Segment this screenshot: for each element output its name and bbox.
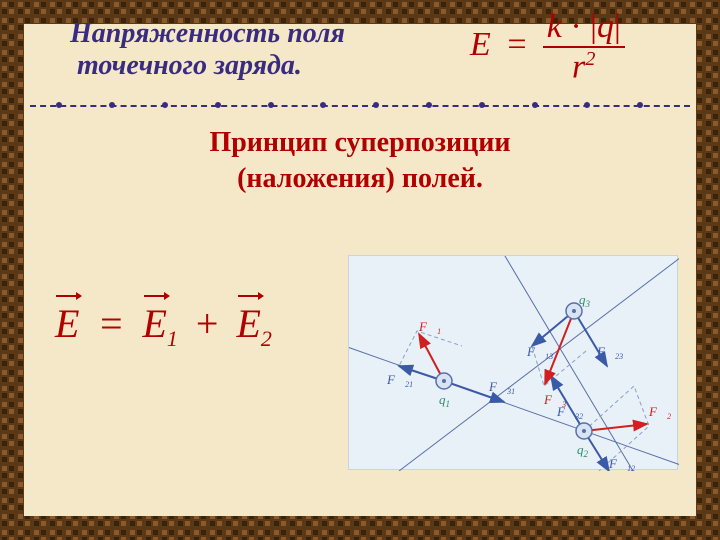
formula-superposition: E = E 1 + E 2 [55, 300, 272, 352]
slide: Напряженность поля точечного заряда. E =… [0, 0, 720, 540]
title1-line2: точечного заряда. [77, 50, 302, 81]
formula-point-charge: E = k · |q| r2 [470, 8, 625, 86]
svg-text:F⃗13: F⃗13 [526, 344, 553, 361]
formula2-sub1: 1 [167, 326, 178, 351]
formula2-E2: E [236, 300, 260, 347]
formula1-lhs: E [470, 26, 491, 63]
title2-line1: Принцип суперпозиции [209, 127, 510, 158]
title-point-charge: Напряженность поля точечного заряда. [70, 18, 345, 82]
svg-text:F⃗12: F⃗12 [608, 456, 635, 471]
svg-text:F⃗31: F⃗31 [488, 379, 515, 396]
svg-text:F⃗23: F⃗23 [596, 344, 623, 361]
formula1-r: r [572, 48, 585, 85]
svg-text:q2: q2 [577, 442, 589, 459]
title1-line1: Напряженность поля [70, 18, 345, 49]
svg-text:F⃗21: F⃗21 [386, 372, 413, 389]
svg-text:q3: q3 [579, 292, 591, 309]
formula1-exp: 2 [585, 48, 595, 70]
superposition-diagram: q1 q2 q3 F⃗21 F⃗31 F⃗13 F⃗23 F⃗32 F⃗12 F… [348, 255, 678, 470]
formula1-q: q [597, 8, 614, 45]
svg-text:F⃗1: F⃗1 [418, 319, 441, 336]
title-superposition: Принцип суперпозиции (наложения) полей. [0, 125, 720, 198]
formula1-eq: = [499, 26, 534, 63]
svg-text:q1: q1 [439, 392, 450, 409]
svg-text:F⃗2: F⃗2 [648, 404, 671, 421]
formula2-E: E [55, 300, 79, 347]
formula2-plus: + [188, 301, 227, 346]
formula1-k: k [547, 8, 562, 45]
title2-line2: (наложения) полей. [237, 163, 483, 194]
formula2-E1: E [142, 300, 166, 347]
formula2-sub2: 2 [261, 326, 272, 351]
diagram-svg: q1 q2 q3 F⃗21 F⃗31 F⃗13 F⃗23 F⃗32 F⃗12 F… [349, 256, 679, 471]
divider-dots [30, 100, 690, 110]
formula2-eq: = [89, 301, 132, 346]
formula1-dot: · [570, 8, 581, 45]
